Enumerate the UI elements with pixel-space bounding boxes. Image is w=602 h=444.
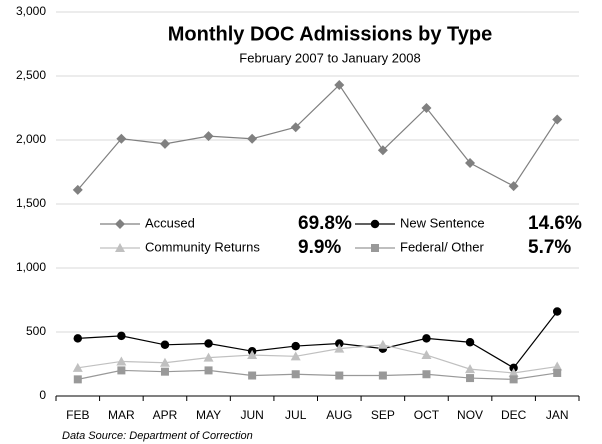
marker [73,375,82,384]
legend-label: Federal/ Other [400,239,484,254]
x-tick-label: APR [153,408,178,422]
x-tick-label: JUL [285,408,307,422]
x-tick-label: MAR [108,408,135,422]
marker [117,366,126,375]
marker [203,131,214,142]
marker [204,339,213,348]
x-tick-label: FEB [66,408,89,422]
marker [159,138,170,149]
legend-marker [115,243,125,252]
marker [422,334,431,343]
marker [553,368,562,377]
x-tick-label: SEP [371,408,395,422]
legend-share: 5.7% [528,237,571,258]
marker [290,351,301,361]
x-tick-label: AUG [326,408,352,422]
x-tick-label: NOV [457,408,483,422]
marker [248,371,257,380]
series-line [77,84,558,191]
legend-label: Accused [145,215,195,230]
marker [421,103,432,113]
marker [291,370,300,379]
marker [377,145,388,156]
marker [552,361,563,371]
y-tick-label: 500 [26,324,46,338]
marker [247,350,258,360]
marker [509,375,518,384]
marker [290,122,301,133]
legend-label: Community Returns [145,239,260,254]
marker [378,371,387,380]
marker [465,158,476,169]
marker [465,337,475,347]
marker [159,357,170,367]
legend-share: 9.9% [298,237,341,258]
marker [334,79,345,90]
chart-title: Monthly DOC Admissions by Type [168,23,492,45]
marker [508,181,519,192]
marker [116,133,127,144]
marker [72,362,83,372]
source-note: Data Source: Department of Correction [62,430,253,442]
x-tick-label: MAY [196,408,221,422]
marker [160,340,170,350]
y-tick-label: 1,500 [16,196,46,210]
series-line [77,369,558,380]
marker [377,339,388,349]
marker [508,367,519,377]
legend-share: 69.8% [298,213,352,234]
marker [247,133,258,144]
x-tick-label: JAN [546,408,569,422]
marker [72,184,83,195]
y-tick-label: 2,000 [16,132,46,146]
y-tick-label: 0 [39,388,46,402]
marker [335,371,344,380]
marker [421,350,432,360]
x-tick-label: OCT [414,408,440,422]
legend-marker [370,219,380,229]
marker [160,367,169,376]
marker [203,352,214,362]
legend-share: 14.6% [528,213,582,234]
marker [334,343,345,353]
marker [335,339,344,348]
marker [291,341,300,351]
marker [422,370,431,379]
legend-marker [371,244,379,252]
marker [509,363,518,373]
y-tick-label: 3,000 [16,4,46,18]
marker [116,356,127,366]
y-tick-label: 1,000 [16,260,46,274]
marker [552,114,563,125]
marker [73,334,83,343]
chart-subtitle: February 2007 to January 2008 [239,50,420,65]
marker [552,307,562,316]
legend-marker [115,219,125,229]
series-line [77,344,558,374]
x-tick-label: JUN [240,408,263,422]
x-tick-label: DEC [501,408,527,422]
marker [204,366,213,375]
series-line [77,311,558,369]
marker [465,364,476,374]
marker [117,331,126,341]
legend-label: New Sentence [400,215,485,230]
y-tick-label: 2,500 [16,68,46,82]
marker [466,374,475,383]
